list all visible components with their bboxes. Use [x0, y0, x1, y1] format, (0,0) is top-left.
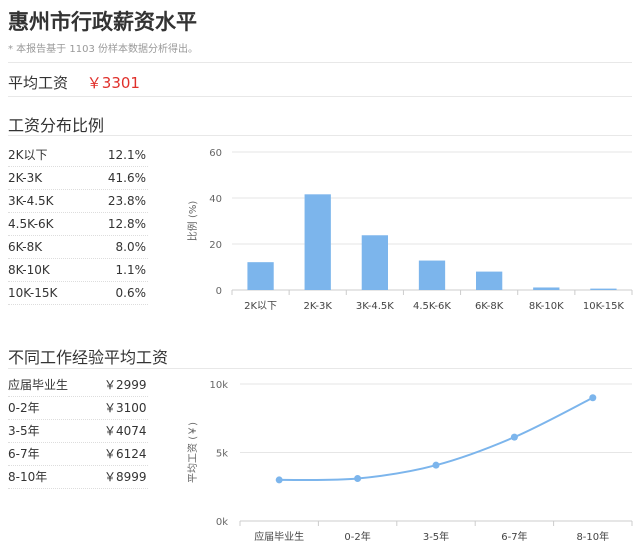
row-label: 2K以下	[8, 148, 48, 162]
row-label: 6-7年	[8, 447, 40, 461]
bar	[247, 262, 274, 290]
x-tick-label: 应届毕业生	[254, 530, 304, 543]
x-tick-label: 4.5K-6K	[413, 301, 451, 312]
sample-note: * 本报告基于 1103 份样本数据分析得出。	[8, 44, 198, 55]
table-row: 3-5年 ￥4074	[8, 420, 148, 443]
table-row: 0-2年 ￥3100	[8, 397, 148, 420]
y-tick-label: 60	[209, 148, 222, 159]
page-title: 惠州市行政薪资水平	[8, 10, 197, 34]
data-point	[589, 394, 597, 402]
y-tick-label: 0	[216, 286, 222, 297]
row-value: 0.6%	[115, 286, 147, 300]
y-tick-label: 10k	[209, 380, 228, 391]
experience-section-title: 不同工作经验平均工资	[8, 348, 169, 367]
table-row: 2K-3K 41.6%	[8, 167, 148, 190]
x-tick-label: 0-2年	[344, 530, 370, 543]
bar	[590, 288, 617, 290]
row-value: ￥3100	[104, 401, 147, 415]
x-tick-label: 3-5年	[423, 530, 449, 543]
row-value: 8.0%	[115, 240, 147, 254]
row-label: 3-5年	[8, 424, 40, 438]
average-salary: 平均工资 ￥3301	[8, 72, 140, 93]
x-tick-label: 8K-10K	[529, 301, 564, 312]
row-value: ￥2999	[104, 378, 147, 392]
row-value: 23.8%	[107, 194, 146, 208]
x-tick-label: 2K-3K	[304, 301, 333, 312]
row-label: 6K-8K	[8, 240, 43, 254]
bar	[476, 271, 503, 290]
table-row: 10K-15K 0.6%	[8, 282, 148, 305]
bar	[304, 194, 331, 290]
x-tick-label: 3K-4.5K	[356, 301, 394, 312]
row-label: 3K-4.5K	[8, 194, 54, 208]
table-row: 8-10年 ￥8999	[8, 466, 148, 489]
data-point	[510, 433, 518, 441]
divider	[8, 368, 632, 369]
distribution-table: 2K以下 12.1% 2K-3K 41.6% 3K-4.5K 23.8% 4.5K-6K 12…	[8, 144, 148, 305]
distribution-bar-chart: 0 20 40 60 比例 (%) 2K以下 2K-3K 3K-4.5K 4.5K-6K 6K-8…	[186, 148, 633, 312]
x-tick-label: 8-10年	[576, 530, 609, 543]
x-tick-label: 10K-15K	[583, 301, 625, 312]
x-tick-label: 6-7年	[501, 530, 527, 543]
divider	[8, 62, 632, 63]
average-salary-label: 平均工资	[8, 74, 69, 92]
x-tick-label: 6K-8K	[475, 301, 504, 312]
y-tick-label: 20	[209, 240, 222, 251]
y-axis-label: 平均工资 (￥)	[187, 422, 199, 483]
bar	[418, 260, 446, 290]
divider	[8, 96, 632, 97]
y-tick-label: 5k	[216, 449, 228, 460]
row-label: 0-2年	[8, 401, 40, 415]
data-point	[275, 476, 283, 484]
row-value: ￥4074	[104, 424, 147, 438]
table-row: 6-7年 ￥6124	[8, 443, 148, 466]
table-row: 6K-8K 8.0%	[8, 236, 148, 259]
row-value: 1.1%	[115, 263, 147, 277]
divider	[8, 135, 632, 136]
row-value: 12.1%	[107, 148, 146, 162]
y-axis-label: 比例 (%)	[186, 201, 199, 242]
experience-table: 应届毕业生 ￥2999 0-2年 ￥3100 3-5年 ￥4074 6-7年 ￥6124 8-1…	[8, 374, 148, 489]
bar	[533, 287, 560, 290]
row-value: 41.6%	[107, 171, 146, 185]
row-label: 10K-15K	[8, 286, 58, 300]
y-tick-label: 0k	[216, 517, 228, 528]
row-label: 8-10年	[8, 470, 48, 484]
table-row: 3K-4.5K 23.8%	[8, 190, 148, 213]
row-label: 4.5K-6K	[8, 217, 54, 231]
average-salary-value: ￥3301	[86, 74, 140, 92]
row-label: 2K-3K	[8, 171, 43, 185]
table-row: 4.5K-6K 12.8%	[8, 213, 148, 236]
table-row: 2K以下 12.1%	[8, 144, 148, 167]
table-row: 应届毕业生 ￥2999	[8, 374, 148, 397]
table-row: 8K-10K 1.1%	[8, 259, 148, 282]
row-label: 8K-10K	[8, 263, 50, 277]
row-value: ￥6124	[104, 447, 147, 461]
bar	[361, 235, 388, 290]
row-value: 12.8%	[107, 217, 146, 231]
experience-line-chart: 0k 5k 10k 平均工资 (￥) 应届毕业生 0-2年 3-5年 6-7年 8-10年	[187, 380, 633, 543]
data-point	[354, 475, 362, 483]
row-value: ￥8999	[104, 470, 147, 484]
x-tick-label: 2K以下	[244, 301, 277, 312]
y-tick-label: 40	[209, 194, 222, 205]
row-label: 应届毕业生	[8, 378, 69, 392]
data-point	[432, 461, 440, 469]
distribution-section-title: 工资分布比例	[8, 116, 105, 135]
